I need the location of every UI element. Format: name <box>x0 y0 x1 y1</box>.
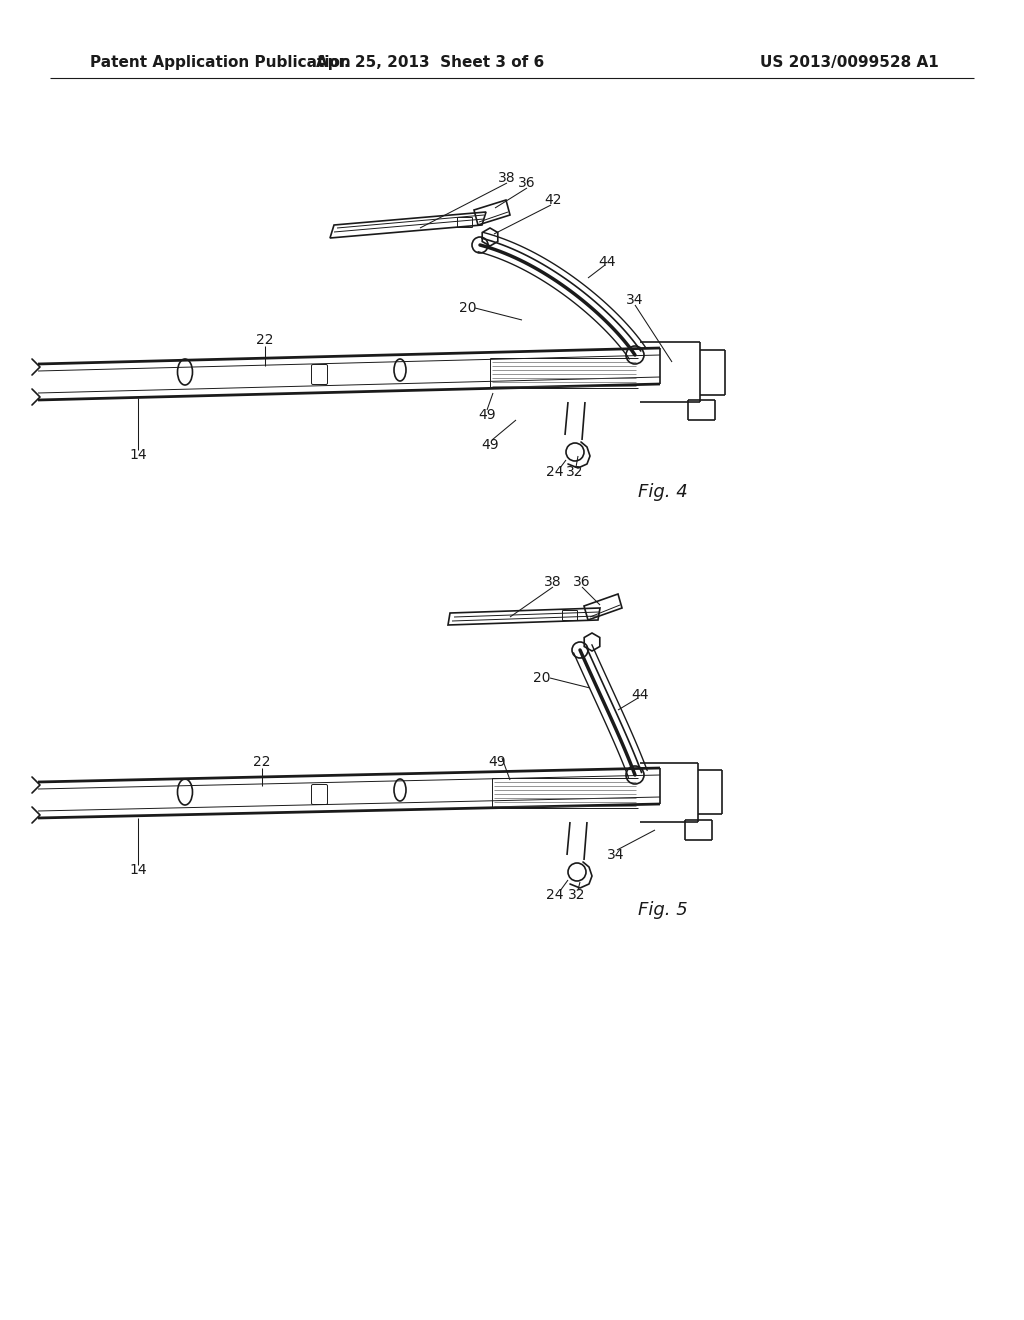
Text: 42: 42 <box>544 193 562 207</box>
Text: 34: 34 <box>627 293 644 308</box>
Text: Apr. 25, 2013  Sheet 3 of 6: Apr. 25, 2013 Sheet 3 of 6 <box>315 54 544 70</box>
Text: Fig. 4: Fig. 4 <box>638 483 688 502</box>
Text: 20: 20 <box>459 301 477 315</box>
Text: 22: 22 <box>253 755 270 770</box>
Text: 36: 36 <box>518 176 536 190</box>
Text: US 2013/0099528 A1: US 2013/0099528 A1 <box>760 54 939 70</box>
Text: 38: 38 <box>499 172 516 185</box>
Text: 49: 49 <box>481 438 499 451</box>
Text: 34: 34 <box>607 847 625 862</box>
Text: Fig. 5: Fig. 5 <box>638 902 688 919</box>
Text: 22: 22 <box>256 333 273 347</box>
Text: 32: 32 <box>566 465 584 479</box>
Text: 24: 24 <box>546 465 564 479</box>
Text: 49: 49 <box>488 755 506 770</box>
Text: Patent Application Publication: Patent Application Publication <box>90 54 351 70</box>
Text: 44: 44 <box>598 255 615 269</box>
Text: 36: 36 <box>573 576 591 589</box>
Text: 38: 38 <box>544 576 562 589</box>
Text: 14: 14 <box>129 447 146 462</box>
Text: 32: 32 <box>568 888 586 902</box>
Text: 20: 20 <box>534 671 551 685</box>
Text: 24: 24 <box>546 888 564 902</box>
Text: 14: 14 <box>129 863 146 876</box>
Text: 49: 49 <box>478 408 496 422</box>
Text: 44: 44 <box>631 688 649 702</box>
